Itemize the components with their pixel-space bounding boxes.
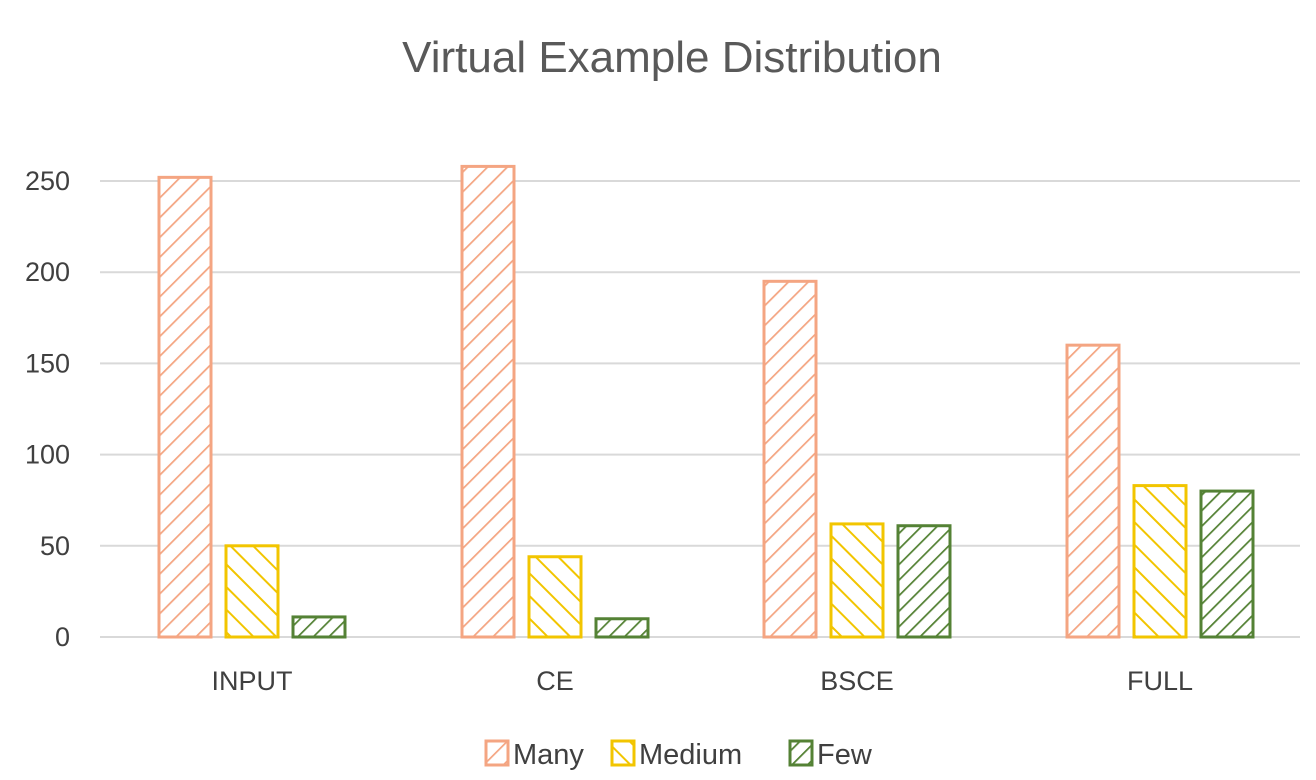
legend-label: Few	[817, 739, 873, 771]
bar-few-ce	[594, 617, 650, 639]
bar-medium-bsce	[829, 522, 885, 639]
legend-swatch	[788, 739, 814, 767]
legend-label: Many	[513, 739, 584, 771]
bar-few-full	[1199, 489, 1255, 639]
x-tick-label: BSCE	[820, 666, 894, 696]
x-tick-label: INPUT	[212, 666, 293, 696]
bar-many-input	[157, 175, 213, 639]
legend-item-few: Few	[788, 739, 873, 771]
bar-few-bsce	[896, 524, 952, 639]
legend: Many Medium Few	[484, 739, 873, 771]
bar-medium-input	[224, 544, 280, 639]
y-axis-ticks: 0 50 100 150 200 250	[25, 166, 70, 652]
y-tick-label: 150	[25, 348, 70, 378]
bar-many-full	[1065, 343, 1121, 639]
legend-swatch	[610, 739, 636, 767]
x-tick-label: FULL	[1127, 666, 1193, 696]
y-tick-label: 0	[55, 622, 70, 652]
x-axis-ticks: INPUT CE BSCE FULL	[212, 666, 1194, 696]
bars	[157, 164, 1255, 639]
legend-item-medium: Medium	[610, 739, 742, 771]
y-tick-label: 200	[25, 257, 70, 287]
chart-title: Virtual Example Distribution	[402, 33, 942, 82]
bar-medium-ce	[527, 555, 583, 639]
bar-few-input	[291, 615, 347, 639]
y-tick-label: 250	[25, 166, 70, 196]
bar-medium-full	[1132, 484, 1188, 639]
y-tick-label: 50	[40, 531, 70, 561]
x-tick-label: CE	[536, 666, 574, 696]
legend-label: Medium	[639, 739, 742, 771]
y-tick-label: 100	[25, 440, 70, 470]
bar-many-ce	[460, 164, 516, 639]
legend-swatch	[484, 739, 510, 767]
bar-many-bsce	[762, 279, 818, 639]
legend-item-many: Many	[484, 739, 584, 771]
